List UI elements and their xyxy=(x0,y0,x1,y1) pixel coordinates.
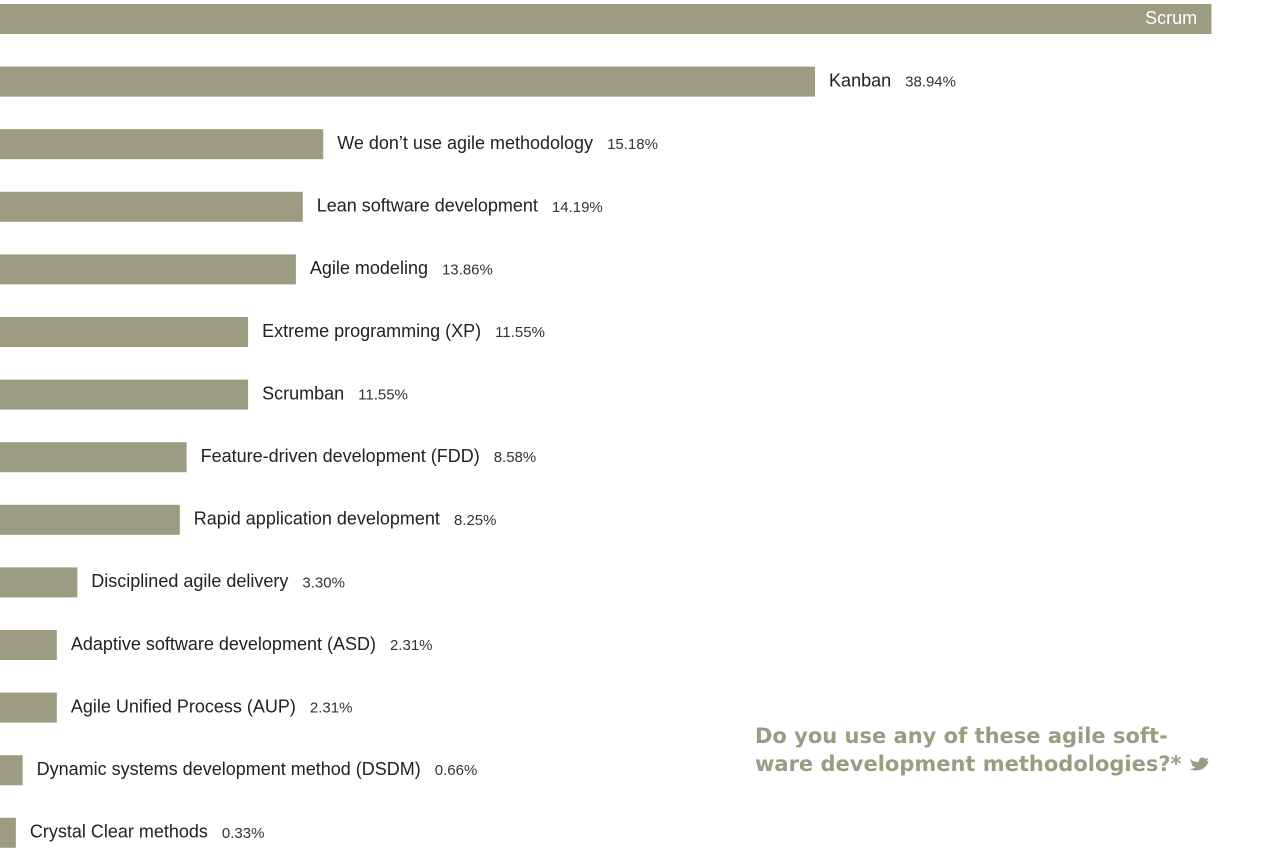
bar xyxy=(0,254,296,285)
value-label: 11.55% xyxy=(495,324,545,341)
bar xyxy=(0,317,249,347)
value-label: 15.18% xyxy=(607,136,658,153)
value-label: 58.09% xyxy=(1211,11,1262,28)
bar-label: Agile modeling xyxy=(310,258,428,278)
bar-label: We don’t use agile methodology xyxy=(337,133,593,153)
bar xyxy=(0,379,249,410)
value-label: 0.66% xyxy=(435,762,478,779)
bar-label: Disciplined agile delivery xyxy=(91,571,288,591)
value-label: 11.55% xyxy=(358,387,408,404)
value-label: 8.25% xyxy=(454,512,497,529)
bar-label: Lean software development xyxy=(317,196,538,216)
bar-label: Extreme programming (XP) xyxy=(262,321,481,341)
bar-label: Scrumban xyxy=(262,383,344,403)
bar-label: Rapid application development xyxy=(194,509,440,529)
value-label: 2.31% xyxy=(390,637,433,654)
bar xyxy=(0,129,324,160)
bar-label: Scrum xyxy=(1145,8,1197,28)
value-label: 14.19% xyxy=(552,199,603,216)
chart-title-line: Do you use any of these agile soft- xyxy=(755,724,1168,748)
bar xyxy=(0,755,23,786)
bar-label: Agile Unified Process (AUP) xyxy=(71,696,296,716)
value-label: 13.86% xyxy=(442,261,493,278)
bar-label: Kanban xyxy=(829,70,891,90)
value-label: 0.33% xyxy=(222,825,265,842)
value-label: 8.58% xyxy=(494,449,537,466)
bar xyxy=(0,630,57,660)
value-label: 2.31% xyxy=(310,700,353,717)
bar xyxy=(0,567,78,598)
bar-label: Crystal Clear methods xyxy=(30,822,208,842)
bar xyxy=(0,817,16,848)
twitter-icon xyxy=(1189,757,1209,771)
chart-title-line: ware development methodologies?* xyxy=(755,752,1182,776)
bar xyxy=(0,66,816,97)
value-label: 38.94% xyxy=(905,74,956,91)
bar-label: Dynamic systems development method (DSDM… xyxy=(37,759,421,779)
bar xyxy=(0,4,1212,34)
bar xyxy=(0,442,187,473)
bar-label: Adaptive software development (ASD) xyxy=(71,634,376,654)
value-label: 3.30% xyxy=(302,574,345,591)
bird-shape xyxy=(1189,757,1209,771)
bar xyxy=(0,191,303,222)
bar xyxy=(0,504,180,535)
bar-label: Feature-driven development (FDD) xyxy=(201,446,480,466)
bar xyxy=(0,692,57,723)
